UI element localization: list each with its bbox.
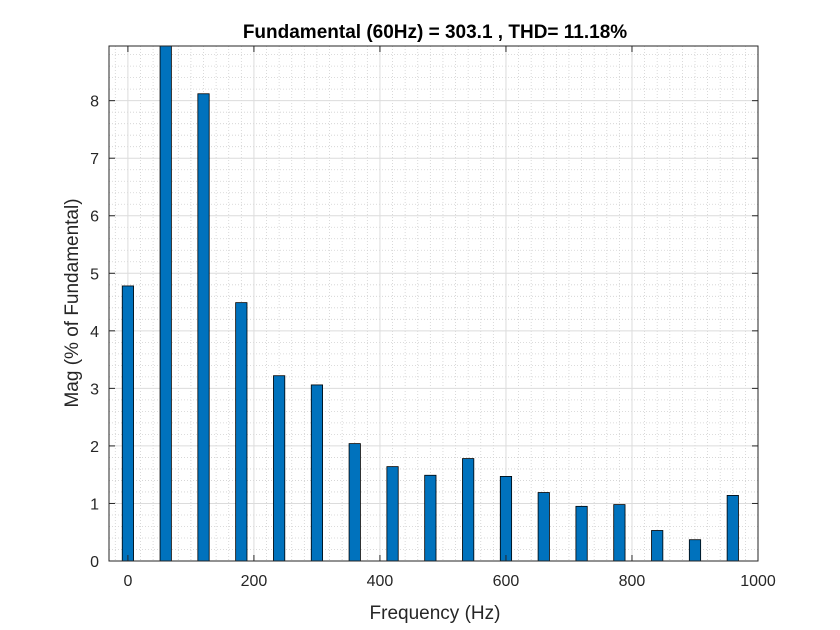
y-tick-label: 2 — [90, 439, 99, 456]
bar — [575, 505, 588, 562]
ticks — [109, 46, 759, 562]
x-axis-label: Frequency (Hz) — [370, 603, 501, 624]
y-tick-label: 4 — [90, 324, 99, 341]
bar — [235, 302, 248, 562]
y-tick-label: 3 — [90, 381, 99, 398]
bar — [424, 474, 437, 562]
bar — [121, 285, 134, 562]
bar — [197, 93, 210, 562]
x-tick-label: 800 — [619, 573, 646, 590]
x-tick-label: 1000 — [740, 573, 776, 590]
y-axis-label: Mag (% of Fundamental) — [62, 198, 83, 407]
y-tick-label: 5 — [90, 266, 99, 283]
bar — [159, 45, 172, 562]
bar — [499, 476, 513, 562]
y-tick-label: 8 — [90, 94, 99, 111]
bar — [462, 458, 475, 562]
bar — [348, 443, 361, 562]
bar — [726, 495, 739, 562]
chart-title: Fundamental (60Hz) = 303.1 , THD= 11.18% — [243, 22, 627, 43]
bar — [273, 375, 286, 562]
bar — [688, 539, 702, 562]
y-tick-label: 6 — [90, 209, 99, 226]
y-tick-label: 1 — [90, 496, 99, 513]
x-tick-label: 0 — [123, 573, 132, 590]
axes-box — [108, 45, 759, 562]
bar — [537, 492, 550, 562]
bar — [613, 504, 626, 562]
y-tick-label: 7 — [90, 151, 99, 168]
x-tick-label: 400 — [367, 573, 394, 590]
bar — [651, 530, 664, 562]
x-tick-label: 200 — [241, 573, 268, 590]
y-tick-labels: 0 1 2 3 4 5 6 7 8 — [90, 94, 99, 571]
x-tick-labels: 0 200 400 600 800 1000 — [123, 573, 775, 590]
bars — [121, 45, 739, 562]
x-tick-label: 600 — [493, 573, 520, 590]
bar — [386, 466, 399, 562]
y-tick-label: 0 — [90, 554, 99, 571]
bar — [310, 384, 324, 562]
